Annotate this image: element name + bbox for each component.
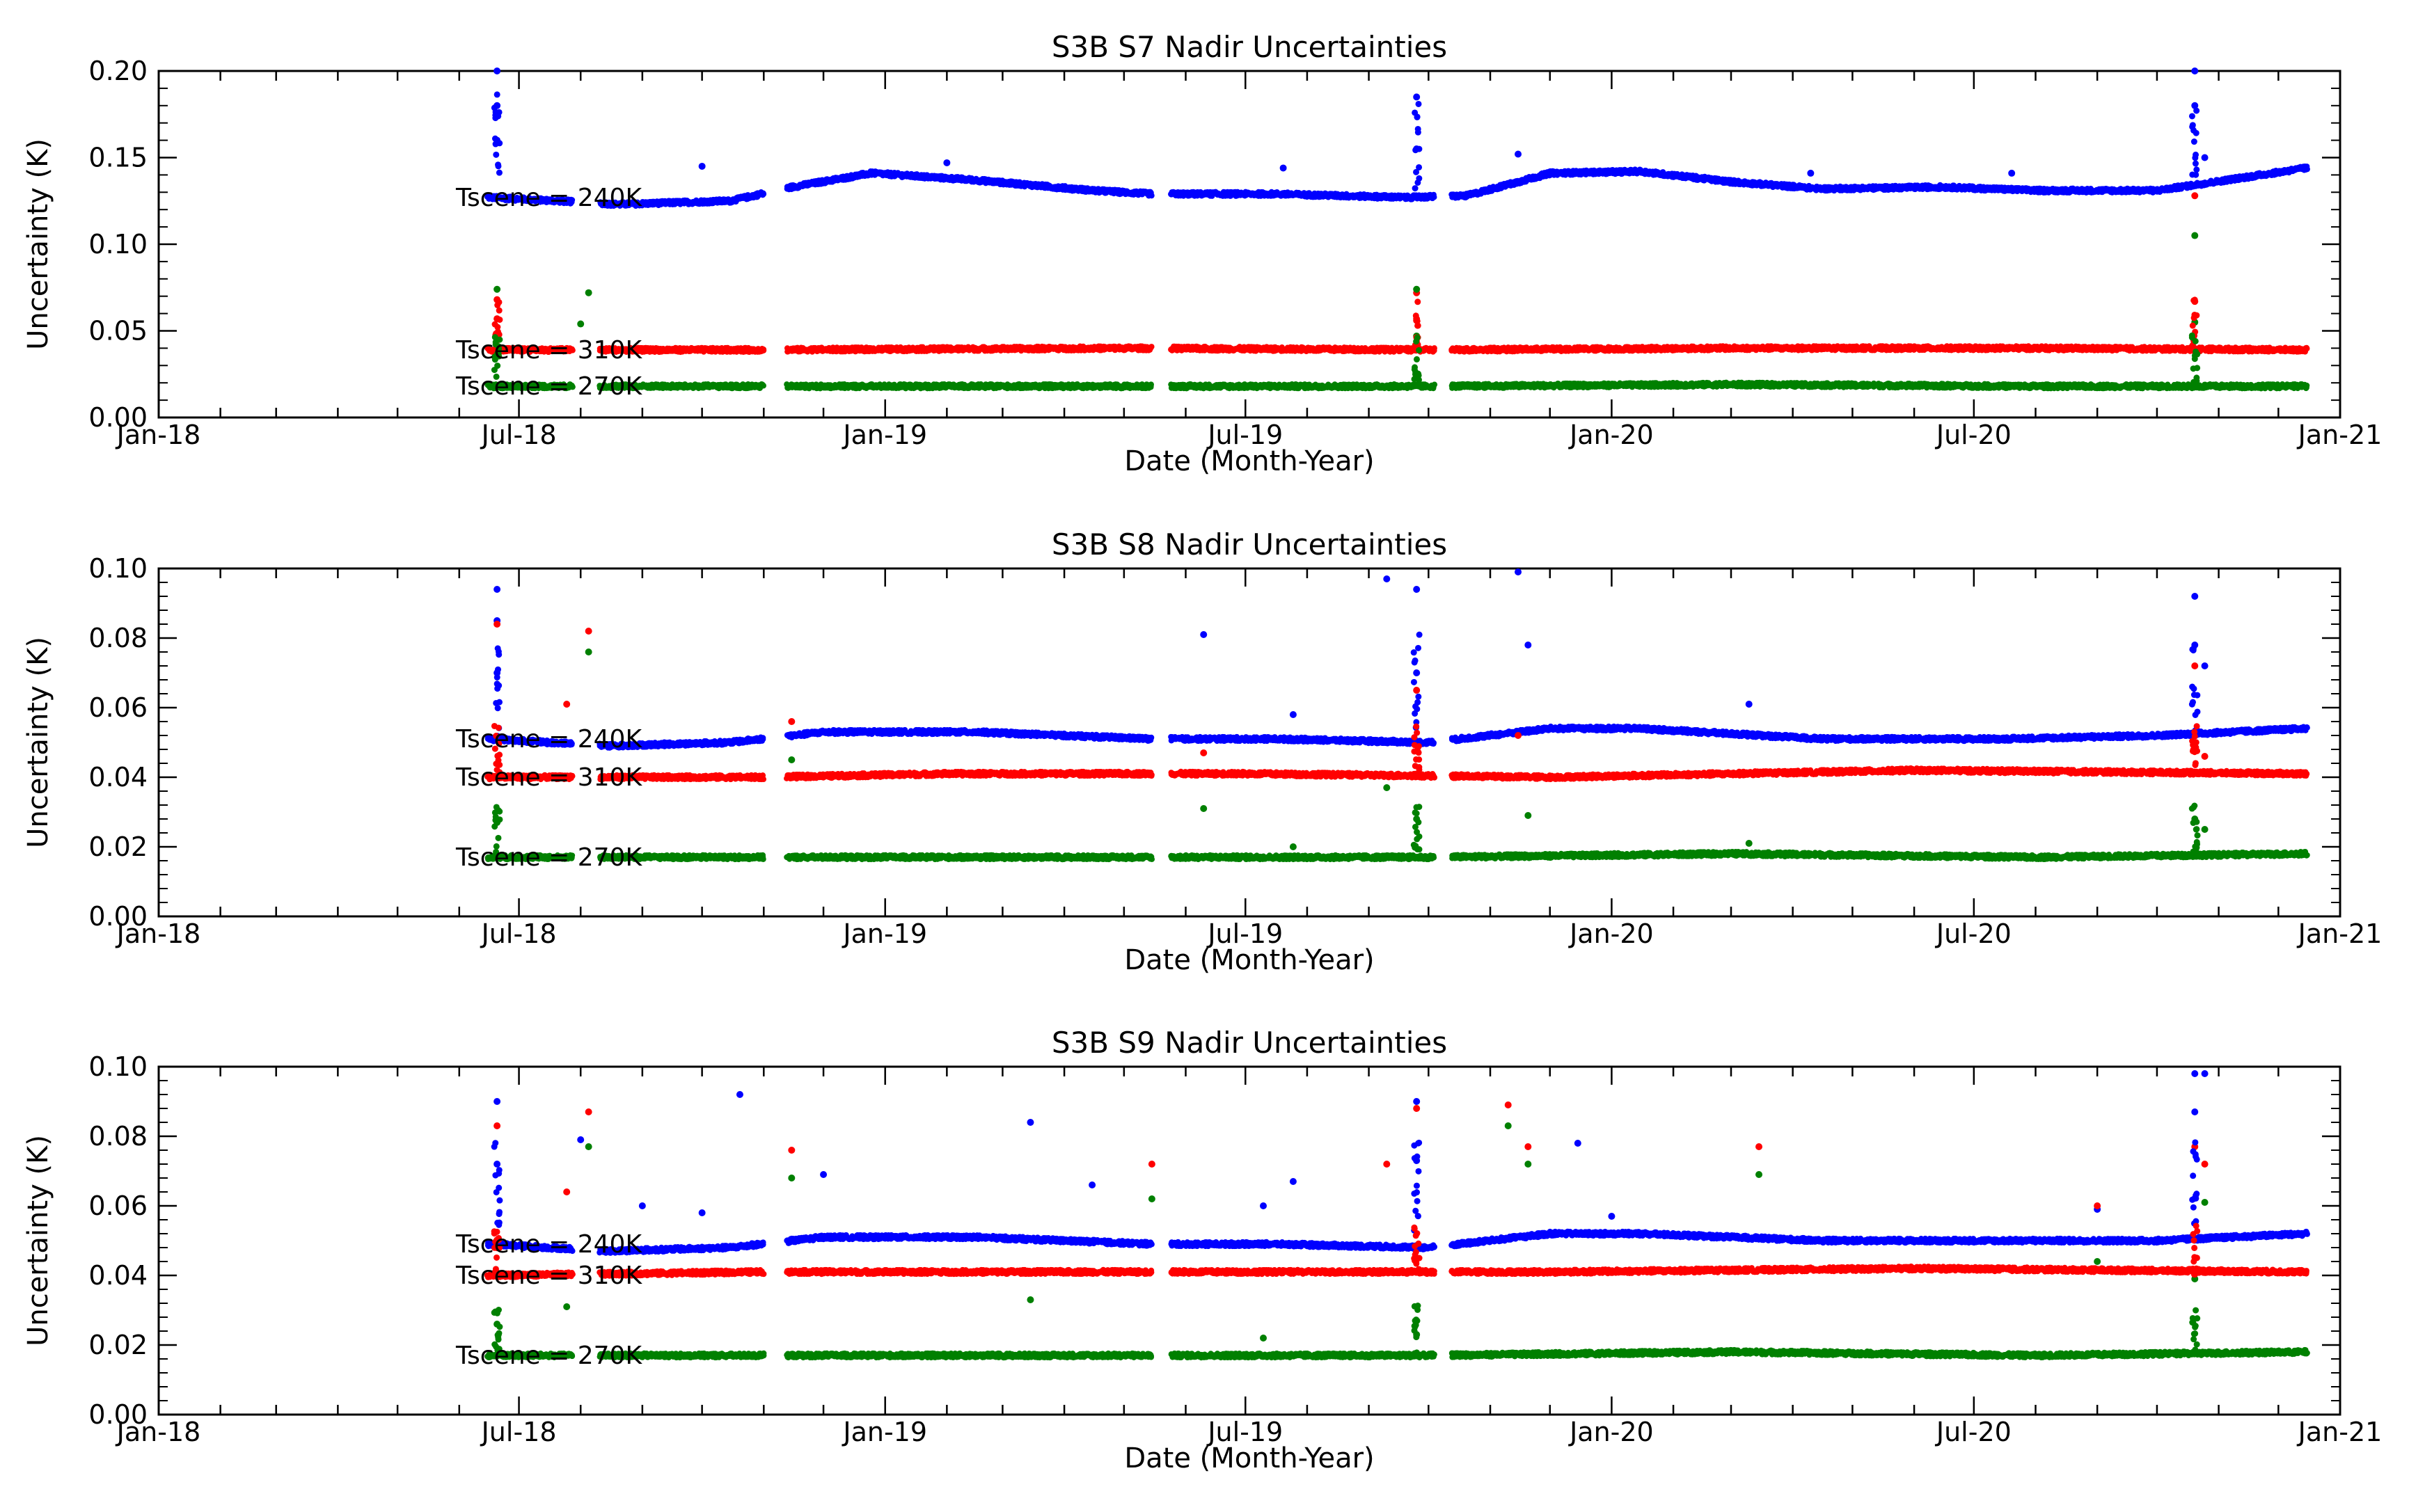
x-axis-label: Date (Month-Year) (1124, 445, 1374, 477)
y-tick-label: 0.15 (88, 143, 148, 173)
data-point (1431, 192, 1437, 198)
series-tscene-310k (484, 192, 2310, 355)
y-axis-label: Uncertainty (K) (22, 138, 54, 350)
x-tick-label: Jul-20 (1935, 420, 2012, 450)
data-point-outlier (1280, 164, 1287, 171)
y-tick-label: 0.05 (88, 316, 148, 347)
y-tick-label: 0.20 (88, 56, 148, 86)
series-tscene-240k (484, 67, 2310, 209)
x-tick-label: Jan-20 (1568, 420, 1654, 450)
data-point-outlier (699, 163, 706, 170)
x-tick-label: Jul-18 (480, 420, 557, 450)
data-point-outlier (2202, 154, 2209, 161)
data-point-outlier (1807, 170, 1814, 177)
x-tick-label: Jan-21 (2297, 420, 2383, 450)
panel-title: S3B S7 Nadir Uncertainties (1052, 30, 1447, 64)
y-tick-label: 0.10 (88, 229, 148, 260)
data-point (761, 347, 766, 352)
data-point-outlier (2191, 67, 2198, 74)
data-point-outlier (493, 67, 500, 74)
data-point (760, 191, 766, 196)
data-point-outlier (1413, 93, 1420, 100)
plot-frame (159, 71, 2340, 417)
data-point (1148, 344, 1154, 349)
y-tick-label: 0.00 (88, 402, 148, 433)
x-tick-label: Jan-19 (842, 420, 927, 450)
data-point-outlier (2008, 170, 2015, 177)
data-point-outlier (1515, 151, 1522, 158)
data-point-outlier (943, 159, 950, 166)
data-point (2305, 166, 2310, 172)
data-point (1148, 190, 1153, 196)
